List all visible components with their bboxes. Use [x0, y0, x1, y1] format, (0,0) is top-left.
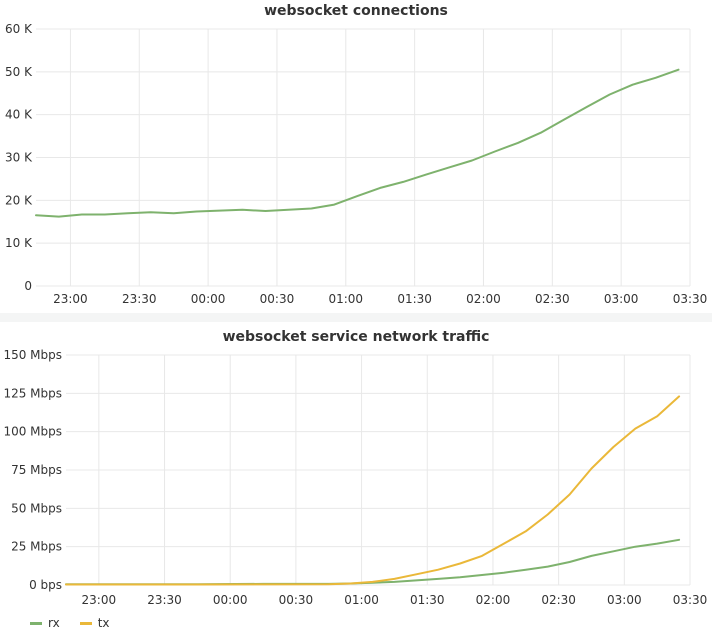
x-tick-label: 00:30: [279, 593, 314, 607]
legend-label: tx: [97, 616, 110, 630]
x-tick-label: 00:00: [191, 292, 226, 306]
y-tick-label: 100 Mbps: [3, 425, 62, 439]
x-tick-label: 23:30: [147, 593, 182, 607]
x-tick-label: 00:00: [213, 593, 248, 607]
x-tick-label: 03:30: [673, 292, 708, 306]
y-tick-label: 50 Mbps: [11, 501, 62, 515]
x-tick-label: 02:30: [535, 292, 570, 306]
y-tick-label: 0: [24, 279, 32, 293]
legend-item-rx[interactable]: rx: [30, 616, 60, 630]
x-tick-label: 23:30: [122, 292, 157, 306]
legend: rx tx: [30, 616, 110, 630]
traffic-panel: websocket service network traffic 0 bps 2…: [0, 322, 712, 643]
x-tick-label: 03:30: [673, 593, 708, 607]
x-tick-label: 02:00: [466, 292, 501, 306]
legend-item-tx[interactable]: tx: [79, 616, 110, 630]
y-tick-label: 60 K: [5, 22, 33, 36]
chart-title[interactable]: websocket service network traffic: [222, 329, 490, 345]
y-tick-label: 30 K: [5, 151, 33, 165]
x-tick-label: 01:30: [410, 593, 445, 607]
x-tick-label: 01:00: [344, 593, 379, 607]
y-tick-label: 10 K: [5, 236, 33, 250]
legend-swatch: [30, 621, 42, 625]
x-tick-label: 00:30: [260, 292, 295, 306]
x-tick-label: 01:30: [397, 292, 432, 306]
x-tick-label: 03:00: [604, 292, 639, 306]
y-tick-label: 0 bps: [29, 578, 62, 592]
traffic-chart: 0 bps 25 Mbps 50 Mbps 75 Mbps 100 Mbps 125 Mb…: [3, 348, 708, 607]
connections-chart: 0 10 K 20 K 30 K 40 K 50 K 60 K 23:00 23:30 00:00…: [5, 22, 708, 306]
x-tick-label: 01:00: [328, 292, 363, 306]
y-tick-label: 50 K: [5, 65, 33, 79]
x-tick-label: 23:00: [53, 292, 88, 306]
y-tick-label: 25 Mbps: [11, 540, 62, 554]
y-tick-label: 40 K: [5, 108, 33, 122]
series-line-tx: [65, 395, 681, 586]
legend-label: rx: [48, 616, 60, 630]
y-tick-label: 20 K: [5, 193, 33, 207]
y-tick-label: 150 Mbps: [3, 348, 62, 362]
chart-title[interactable]: websocket connections: [264, 3, 448, 19]
y-tick-label: 75 Mbps: [11, 463, 62, 477]
series-line: [35, 68, 680, 218]
connections-panel: websocket connections 0 10 K 20 K 30 K 40 K 5…: [0, 0, 712, 313]
x-tick-label: 02:30: [541, 593, 576, 607]
x-tick-label: 02:00: [476, 593, 511, 607]
x-tick-label: 03:00: [607, 593, 642, 607]
legend-swatch: [79, 621, 92, 625]
y-tick-label: 125 Mbps: [3, 386, 62, 400]
x-tick-label: 23:00: [82, 593, 117, 607]
